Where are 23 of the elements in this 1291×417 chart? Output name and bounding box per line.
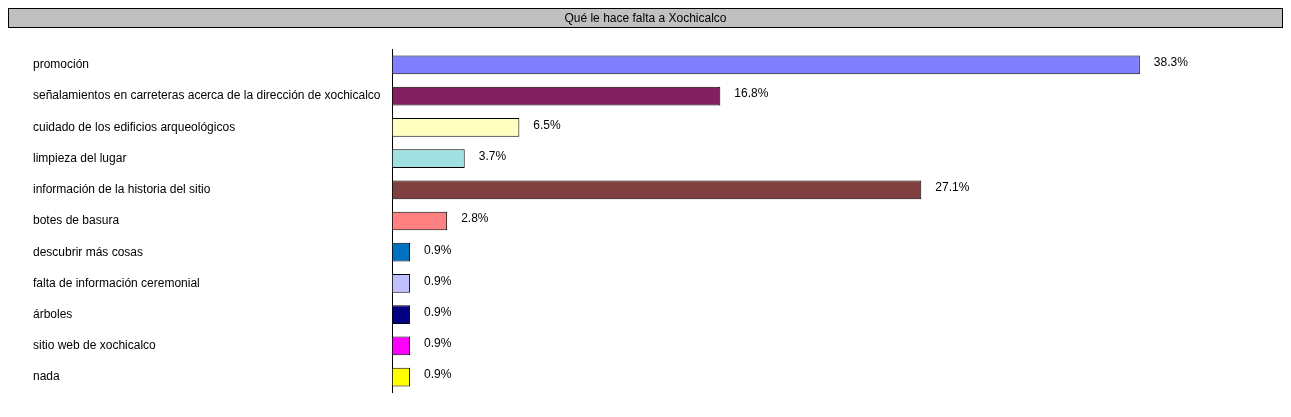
y-tick-label: información de la historia del sitio (33, 182, 211, 197)
y-tick-label: promoción (33, 57, 90, 72)
y-tick-label: falta de información ceremonial (33, 275, 200, 290)
data-label: 0.9% (424, 273, 452, 288)
y-tick-label: descubrir más cosas (33, 244, 144, 259)
chart-title: Qué le hace falta a Xochicalco (8, 8, 1283, 28)
data-label: 2.8% (461, 211, 489, 226)
data-label: 0.9% (424, 305, 452, 320)
y-tick-label: nada (33, 369, 61, 384)
y-tick-label: sitio web de xochicalco (33, 338, 157, 353)
data-label: 0.9% (424, 336, 452, 351)
data-label: 16.8% (734, 86, 769, 101)
y-tick-label: botes de basura (33, 213, 120, 228)
data-label: 38.3% (1153, 55, 1189, 70)
data-label: 6.5% (533, 117, 562, 132)
data-label: 3.7% (478, 148, 507, 163)
data-label: 0.9% (424, 242, 452, 257)
data-label: 0.9% (424, 367, 452, 382)
y-tick-label: limpieza del lugar (33, 150, 127, 165)
y-tick-label: cuidado de los edificios arqueológicos (33, 119, 236, 134)
y-tick-label: señalamientos en carreteras acerca de la dirección de xochicalco (33, 88, 381, 103)
data-label: 27.1% (935, 180, 970, 195)
y-tick-label: árboles (33, 307, 73, 322)
